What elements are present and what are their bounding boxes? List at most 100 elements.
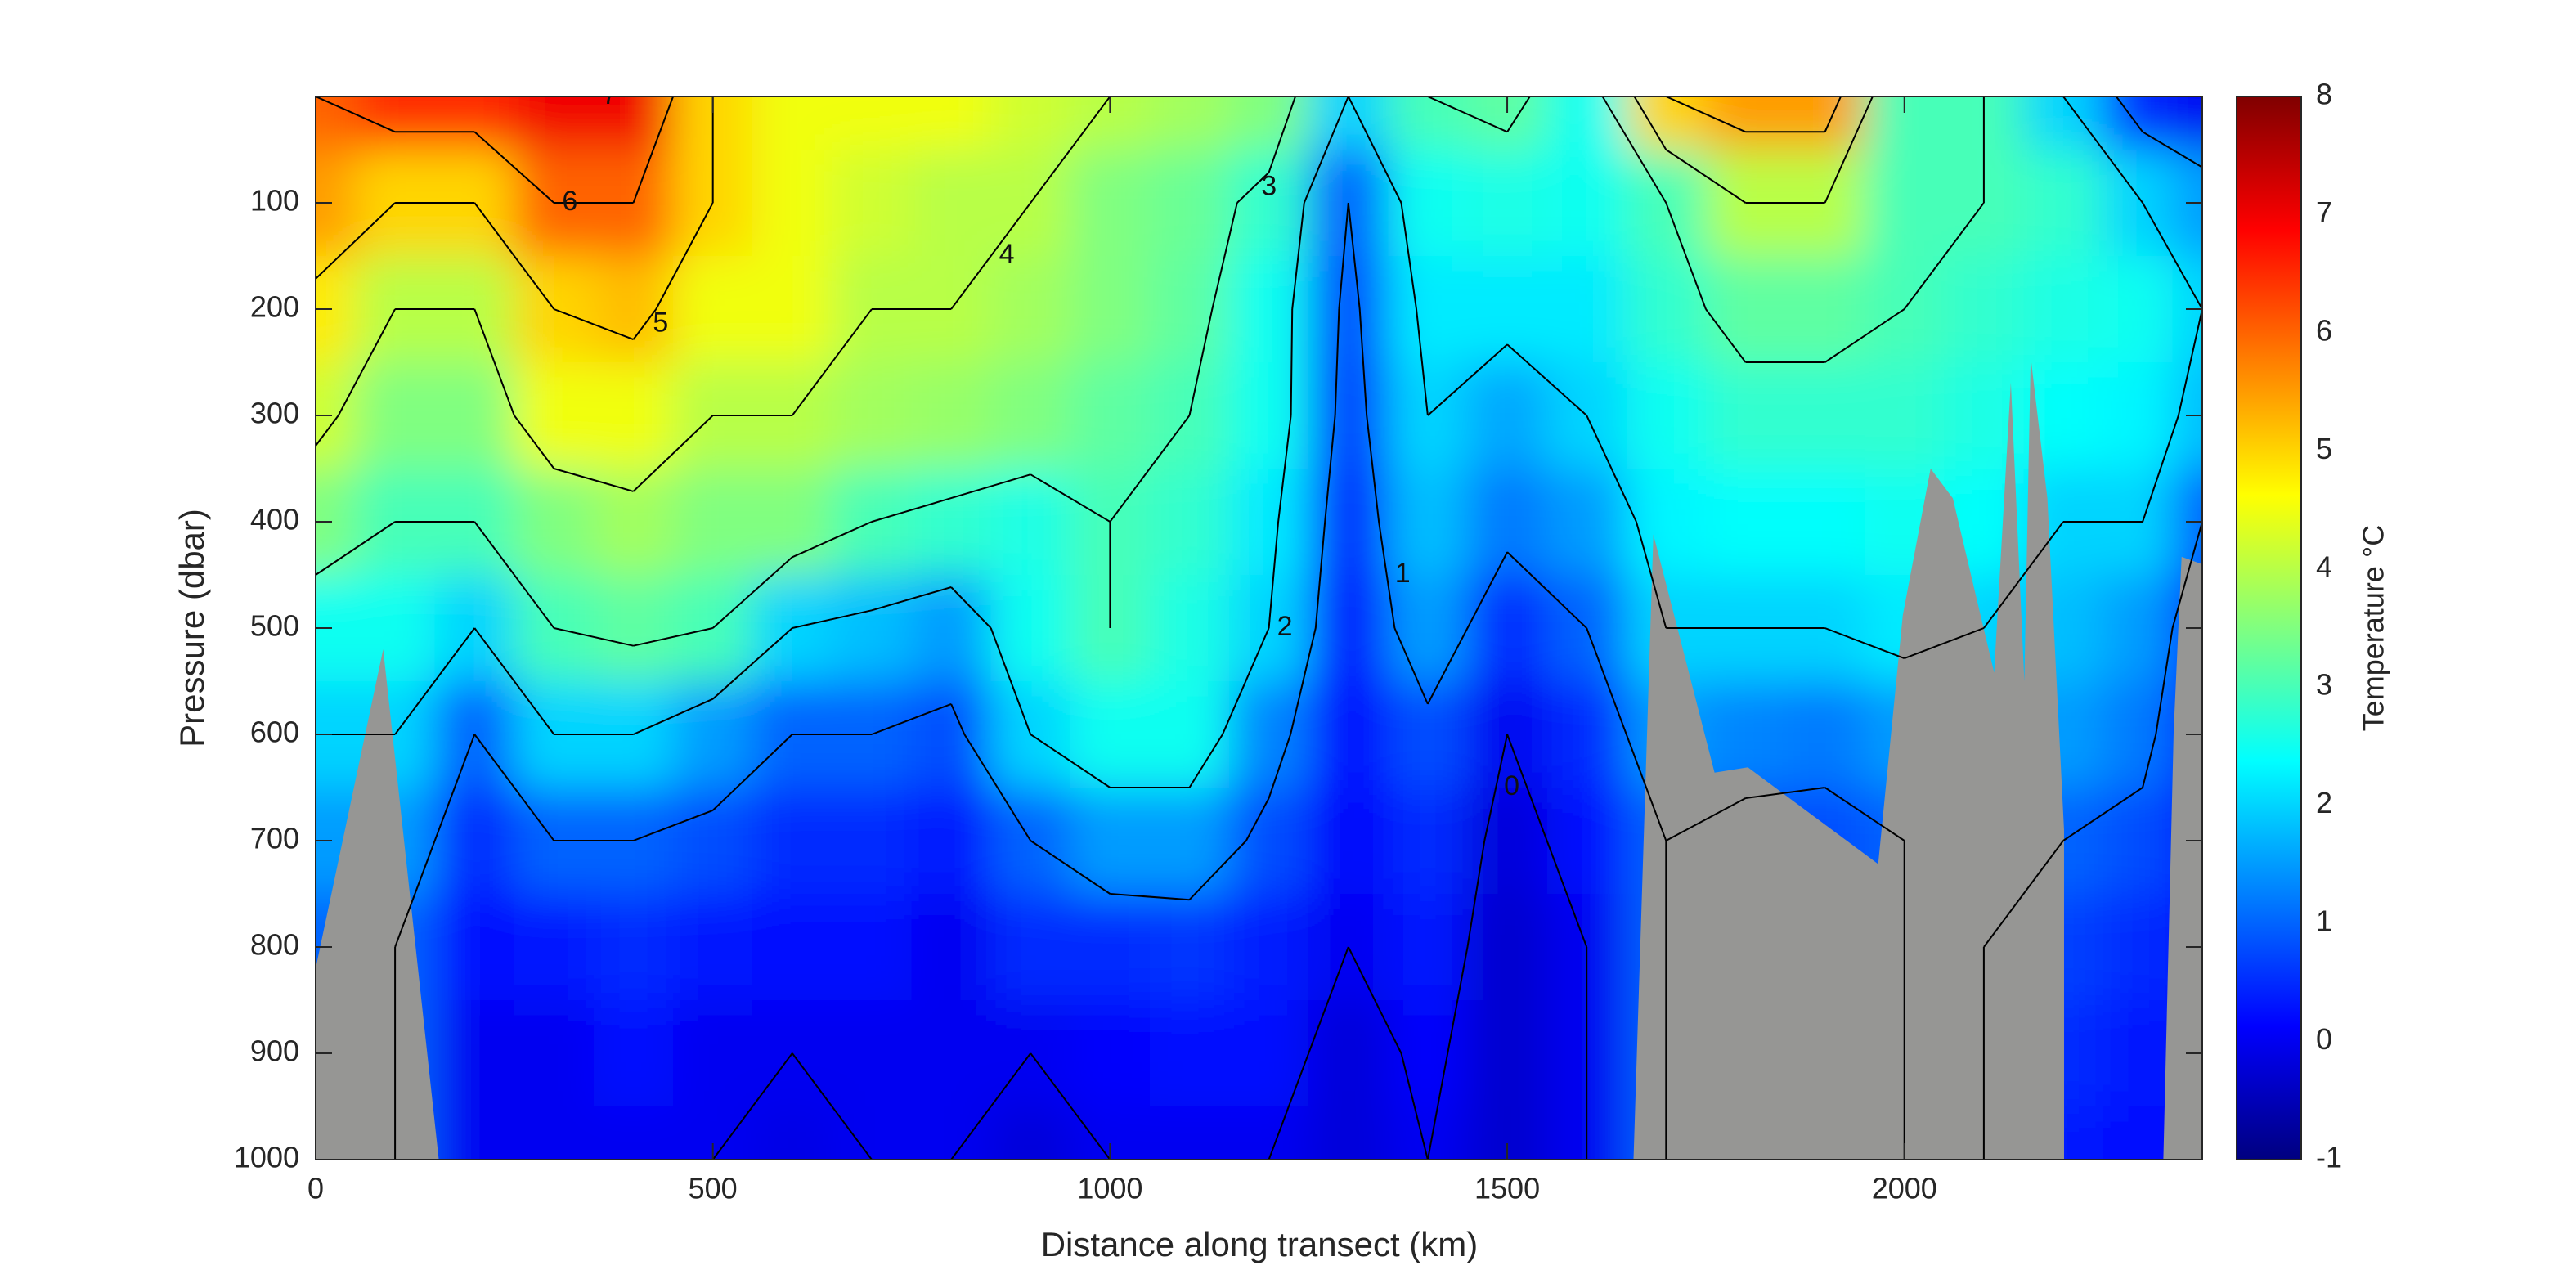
temperature-cell — [673, 681, 754, 788]
temperature-cell — [911, 362, 992, 469]
temperature-cell — [911, 894, 992, 1001]
temperature-cell — [990, 96, 1071, 150]
temperature-cell — [1705, 96, 1787, 150]
x-axis-title: Distance along transect (km) — [1041, 1225, 1479, 1263]
y-tick-label: 200 — [250, 290, 299, 324]
temperature-cell — [1467, 1000, 1548, 1107]
temperature-cell — [1149, 894, 1231, 1001]
colorbar-tick-label: 1 — [2316, 904, 2332, 938]
temperature-cell — [673, 1106, 754, 1160]
y-tick-label: 700 — [250, 822, 299, 855]
temperature-cell — [1467, 469, 1548, 576]
temperature-cell — [434, 362, 515, 469]
temperature-cell — [2023, 150, 2104, 257]
plot-area: 0 1 2 3 4 5 6 7 — [316, 96, 2202, 1160]
temperature-cell — [1388, 469, 1469, 576]
x-tick-label: 500 — [689, 1172, 738, 1205]
temperature-cell — [1070, 256, 1151, 363]
temperature-cell — [673, 894, 754, 1001]
contour-label: 5 — [653, 307, 668, 339]
temperature-cell — [1388, 150, 1469, 257]
temperature-cell — [990, 894, 1071, 1001]
temperature-cell — [434, 894, 515, 1001]
y-tick-label: 600 — [250, 716, 299, 749]
temperature-cell — [1546, 469, 1627, 576]
temperature-cell — [514, 1106, 595, 1160]
temperature-cell — [673, 1000, 754, 1107]
temperature-cell — [2103, 96, 2174, 150]
temperature-field — [316, 96, 2202, 1160]
x-tick-label: 1500 — [1474, 1172, 1540, 1205]
temperature-cell — [2103, 256, 2174, 363]
temperature-cell — [593, 469, 675, 576]
temperature-cell — [1785, 362, 1866, 469]
temperature-cell — [355, 96, 436, 150]
y-tick-label: 1000 — [234, 1141, 299, 1174]
temperature-cell — [1865, 362, 1945, 469]
temperature-cell — [990, 1106, 1071, 1160]
temperature-cell — [990, 575, 1071, 682]
contour-label: 1 — [1395, 558, 1411, 589]
temperature-cell — [514, 362, 595, 469]
temperature-cell — [673, 256, 754, 363]
temperature-cell — [1467, 362, 1548, 469]
temperature-cell — [911, 469, 992, 576]
y-axis-title: Pressure (dbar) — [173, 509, 211, 747]
temperature-cell — [752, 894, 833, 1001]
temperature-cell — [911, 150, 992, 257]
temperature-cell — [1229, 362, 1310, 469]
temperature-cell — [434, 1106, 515, 1160]
temperature-cell — [593, 1000, 675, 1107]
contour-line — [316, 96, 1842, 341]
colorbar-tick-label: 5 — [2316, 432, 2332, 465]
temperature-cell — [1308, 256, 1389, 363]
contour-label: 6 — [562, 186, 577, 217]
contour-label: 4 — [999, 239, 1015, 270]
temperature-cell — [1865, 150, 1945, 257]
temperature-cell — [2103, 150, 2174, 257]
colorbar-title: Temperature °C — [2357, 525, 2390, 732]
temperature-cell — [911, 575, 992, 682]
y-tick-label: 100 — [250, 184, 299, 218]
temperature-cell — [1070, 362, 1151, 469]
seafloor — [316, 649, 439, 1160]
temperature-cell — [434, 1000, 515, 1107]
temperature-cell — [1149, 681, 1231, 788]
temperature-cell — [514, 96, 595, 150]
temperature-cell — [1149, 150, 1231, 257]
temperature-cell — [1229, 469, 1310, 576]
temperature-cell — [1070, 681, 1151, 788]
temperature-cell — [1705, 362, 1787, 469]
temperature-cell — [434, 788, 515, 895]
temperature-cell — [1229, 256, 1310, 363]
temperature-cell — [1546, 788, 1627, 895]
temperature-cell — [990, 256, 1071, 363]
temperature-cell — [1388, 894, 1469, 1001]
temperature-cell — [1229, 150, 1310, 257]
temperature-cell — [355, 362, 436, 469]
temperature-cell — [593, 256, 675, 363]
axes: 0 500 1000 1500 2000100200300400500600700800… — [234, 78, 2342, 1205]
temperature-cell — [1546, 96, 1627, 150]
temperature-cell — [2172, 96, 2202, 150]
bathymetry — [316, 357, 2202, 1160]
temperature-cell — [1149, 575, 1231, 682]
temperature-cell — [1467, 575, 1548, 682]
temperature-cell — [1388, 681, 1469, 788]
temperature-cell — [593, 96, 675, 150]
colorbar-tick-label: 0 — [2316, 1022, 2332, 1056]
temperature-cell — [911, 681, 992, 788]
temperature-cell — [316, 96, 357, 150]
temperature-cell — [1388, 1106, 1469, 1160]
temperature-cell — [514, 894, 595, 1001]
temperature-cell — [2103, 1106, 2174, 1160]
temperature-cell — [1308, 575, 1389, 682]
temperature-cell — [1149, 1106, 1231, 1160]
y-tick-label: 300 — [250, 397, 299, 430]
contour-label: 3 — [1261, 170, 1277, 201]
temperature-cell — [1070, 788, 1151, 895]
temperature-cell — [1308, 681, 1389, 788]
temperature-cell — [1229, 681, 1310, 788]
temperature-cell — [1229, 1000, 1310, 1107]
